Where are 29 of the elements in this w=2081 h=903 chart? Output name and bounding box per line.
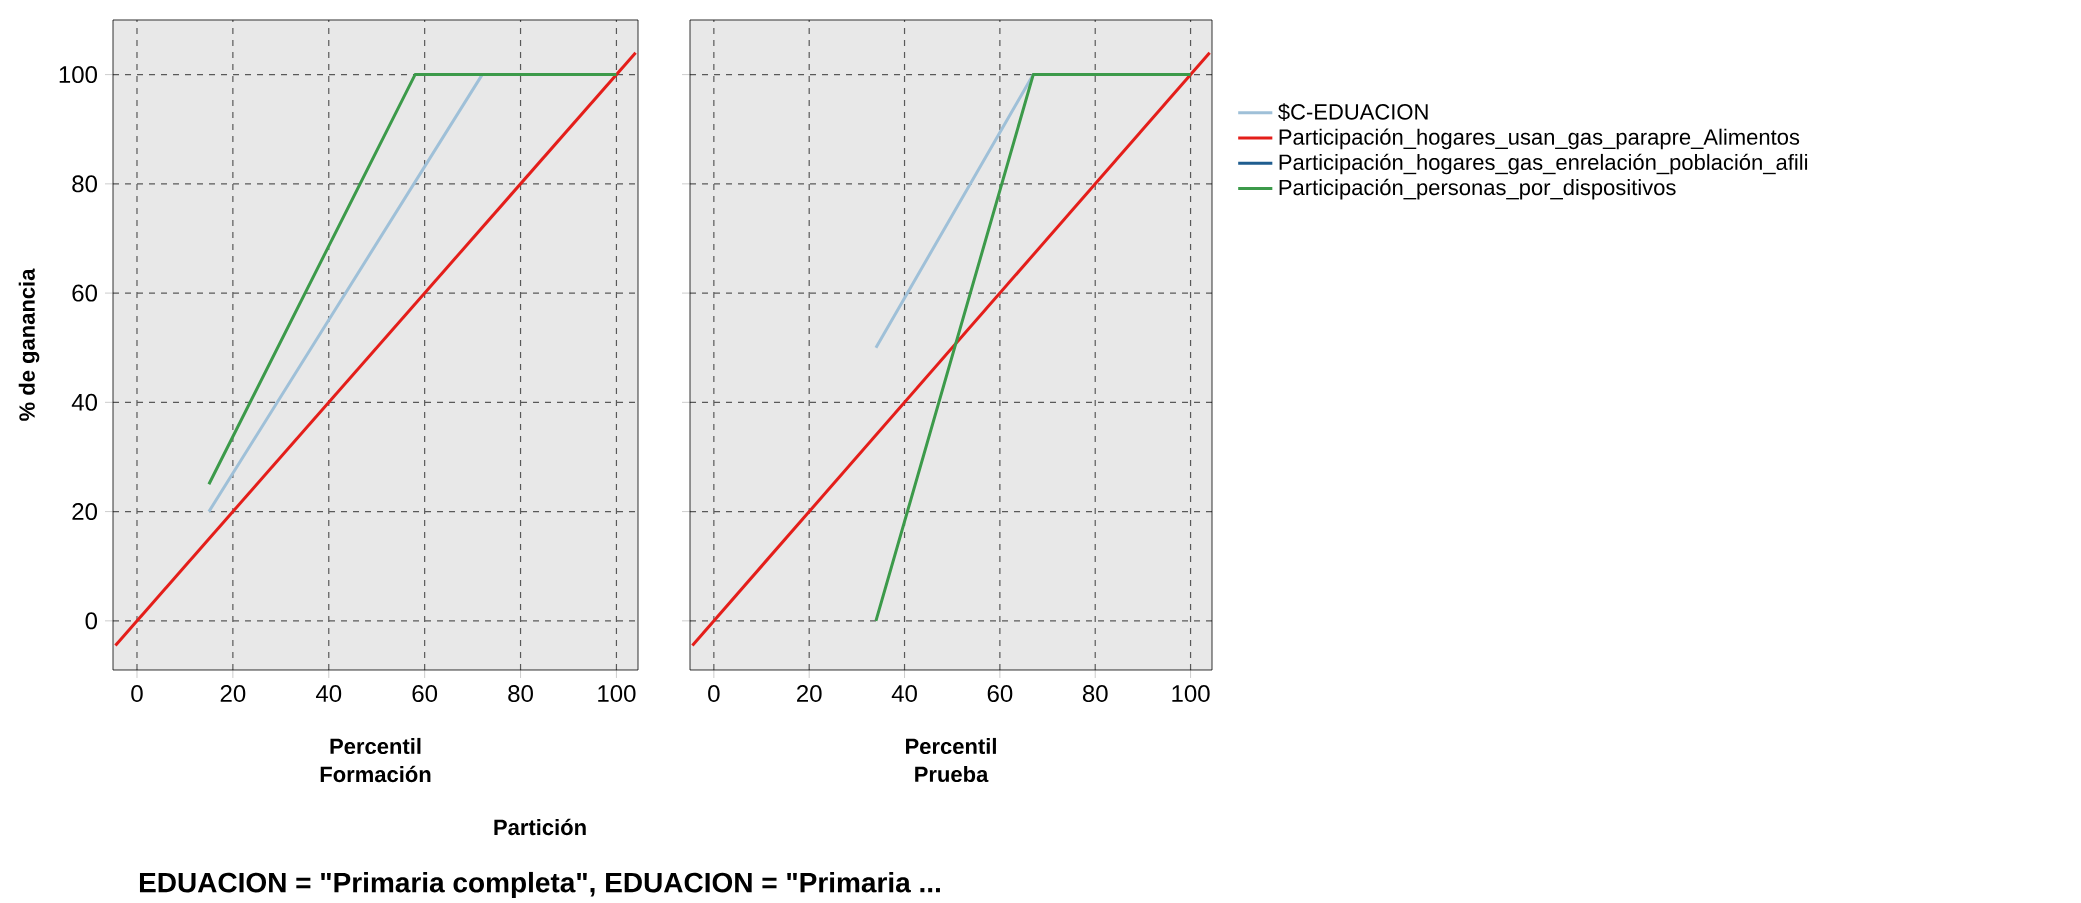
x-tick-label: 80 [1082,685,1108,703]
legend-label: Participación_hogares_usan_gas_parapre_Alimentos [1279,128,1800,150]
x-tick-label: 0 [708,685,720,703]
x-axis-title: Percentil [906,737,996,755]
text: Formación [320,765,431,783]
x-tick-label: 80 [508,685,533,703]
y-tick-label: 20 [72,503,98,521]
y-axis-title: % de ganancia [18,268,40,421]
text: Partición [494,818,586,836]
x-axis-title: Percentil [330,737,421,755]
y-tick-label: 80 [72,175,98,193]
legend-label: Participación_personas_por_dispositivos [1279,178,1676,200]
text: EDUACION = "Primaria completa", EDUACION = "Primaria ... [139,871,940,899]
x-tick-label: 100 [1172,685,1210,703]
x-tick-label: 40 [315,685,342,703]
x-tick-label: 100 [598,685,636,703]
x-tick-label: 60 [412,685,438,703]
x-tick-label: 20 [797,685,822,703]
x-tick-label: 0 [131,685,143,703]
y-tick-label: 40 [71,393,98,411]
text: Prueba [915,765,989,783]
y-tick-label: 100 [59,66,98,84]
legend-label: Participación_hogares_gas_enrelación_población_afili [1279,153,1808,175]
y-tick-label: 0 [85,612,98,630]
x-tick-label: 60 [987,685,1013,703]
x-tick-label: 40 [891,685,917,703]
legend-label: $C-EDUACION [1278,103,1428,121]
y-tick-label: 60 [72,284,98,302]
x-tick-label: 20 [220,685,246,703]
